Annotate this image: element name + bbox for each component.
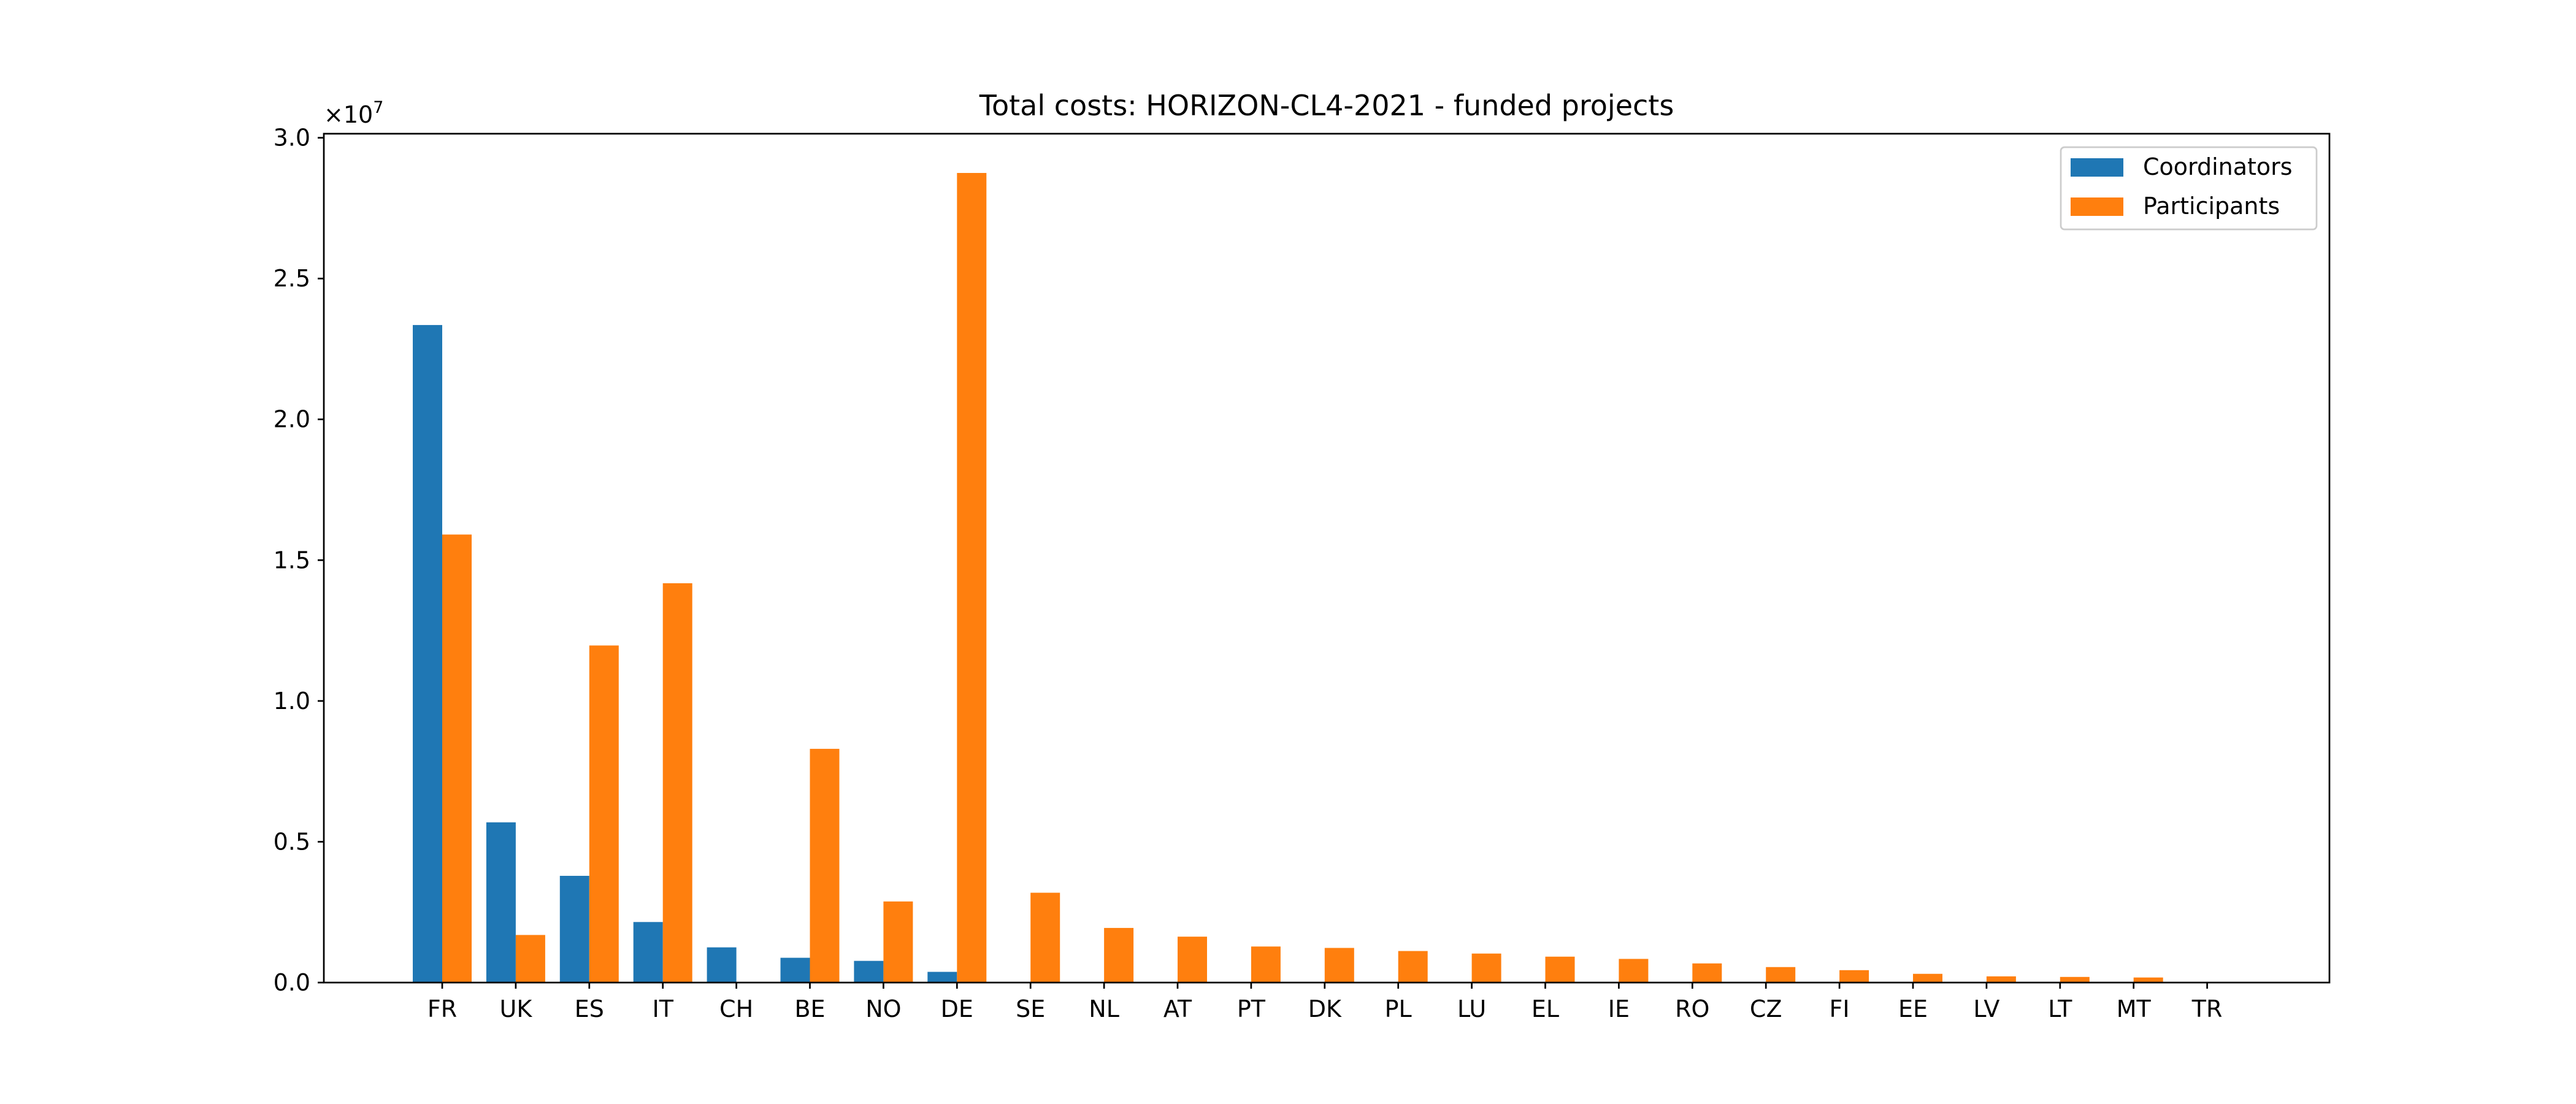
bar-participants-fi [1839,970,1869,983]
bar-participants-no [883,901,913,983]
bar-participants-ro [1692,963,1722,983]
legend-label-participants: Participants [2143,193,2280,220]
bars-group [413,172,2237,983]
bar-participants-uk [515,935,545,983]
y-tick-label: 1.0 [274,688,310,715]
y-tick-label: 2.5 [274,265,310,292]
y-scale-label: ×107 [324,98,383,128]
bar-coordinators-fr [413,324,442,983]
x-tick-label: DE [941,995,973,1022]
x-tick-label: PL [1385,995,1412,1022]
bar-participants-be [810,748,840,983]
x-tick-label: TR [2191,995,2223,1022]
bar-participants-ie [1619,959,1649,983]
bar-participants-el [1545,956,1575,983]
x-tick-label: PT [1237,995,1266,1022]
x-tick-label: CH [719,995,753,1022]
y-tick-label: 0.0 [274,969,310,996]
bar-participants-fr [442,534,472,983]
x-tick-label: NO [865,995,901,1022]
bar-participants-at [1178,937,1207,983]
y-axis: 0.0 0.5 1.0 1.5 2.0 2.5 3.0 [274,125,324,996]
x-tick-label: SE [1016,995,1045,1022]
x-axis: FR UK ES IT CH BE NO DE SE NL AT PT DK PL LU EL IE RO CZ FI… [427,983,2223,1022]
x-tick-label: IE [1608,995,1630,1022]
bar-coordinators-be [780,957,810,983]
x-tick-label: LV [1973,995,1999,1022]
legend-box [2060,146,2318,231]
bar-coordinators-es [559,875,589,983]
legend-swatch-coordinators [2071,158,2123,177]
axes-frame [323,132,2331,984]
x-tick-label: DK [1308,995,1342,1022]
bar-coordinators-uk [486,822,516,983]
x-tick-label: EE [1898,995,1928,1022]
x-tick-label: UK [500,995,533,1022]
bar-participants-mt [2133,977,2163,983]
x-tick-label: LT [2048,995,2072,1022]
bar-participants-nl [1104,927,1134,983]
x-tick-label: LU [1457,995,1486,1022]
x-tick-label: MT [2117,995,2152,1022]
x-tick-label: RO [1675,995,1709,1022]
chart-title: Total costs: HORIZON-CL4-2021 - funded p… [979,89,1674,122]
bar-participants-pt [1251,946,1281,983]
y-tick-label: 1.5 [274,546,310,573]
bar-coordinators-de [927,972,957,983]
x-tick-label: ES [575,995,604,1022]
bar-participants-cz [1766,967,1796,983]
legend-swatch-participants [2071,197,2123,216]
bar-participants-se [1030,892,1060,983]
x-tick-label: NL [1089,995,1119,1022]
x-tick-label: AT [1163,995,1192,1022]
bar-participants-it [662,583,692,983]
bar-participants-de [957,172,987,983]
bar-coordinators-ch [707,947,737,983]
bar-participants-lv [1986,976,2016,983]
bar-participants-lu [1471,953,1501,983]
x-tick-label: BE [794,995,825,1022]
y-tick-label: 2.0 [274,406,310,433]
x-tick-label: FI [1830,995,1850,1022]
bar-participants-dk [1324,948,1354,983]
y-tick-label: 3.0 [274,125,310,151]
bar-participants-pl [1398,951,1428,983]
legend-label-coordinators: Coordinators [2143,153,2293,180]
bar-participants-es [589,645,619,983]
bar-participants-ee [1913,973,1942,983]
y-scale-base: ×10 [324,101,373,128]
bar-participants-lt [2060,976,2090,983]
x-tick-label: EL [1531,995,1559,1022]
x-tick-label: FR [427,995,457,1022]
y-tick-label: 0.5 [274,828,310,855]
bar-coordinators-it [633,922,663,983]
y-scale-exponent: 7 [373,98,383,117]
bar-coordinators-no [854,960,884,983]
legend: Coordinators Participants [2060,146,2318,231]
x-tick-label: IT [652,995,673,1022]
x-tick-label: CZ [1750,995,1782,1022]
